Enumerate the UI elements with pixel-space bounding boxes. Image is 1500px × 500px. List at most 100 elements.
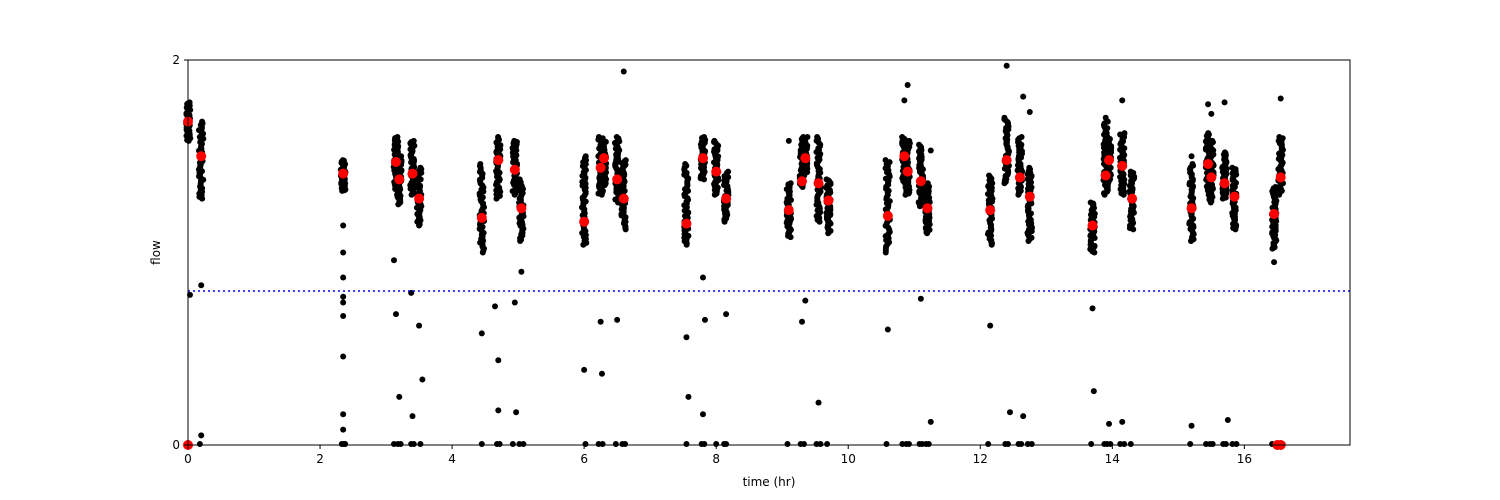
raw-point [899, 134, 906, 140]
zero-point [1209, 441, 1216, 448]
mean-marker [711, 166, 722, 177]
zero-point [622, 441, 629, 448]
outlier-point [495, 407, 502, 414]
zero-point [817, 441, 824, 448]
outlier-point [904, 82, 911, 89]
mean-marker [476, 212, 487, 223]
raw-point [1104, 134, 1111, 140]
cluster [407, 137, 418, 198]
x-axis-label: time (hr) [743, 475, 796, 489]
mean-marker [338, 168, 349, 179]
raw-point [787, 180, 794, 187]
mean-marker [1014, 172, 1025, 183]
outlier-point [198, 282, 205, 289]
outlier-point [409, 413, 416, 420]
outlier-point [701, 316, 708, 323]
x-tick-label: 8 [712, 452, 720, 466]
zero-point [509, 441, 516, 448]
raw-point [410, 137, 417, 144]
zero-point [612, 441, 619, 448]
raw-point [682, 160, 689, 167]
mean-marker [1024, 191, 1035, 202]
outlier-point [1090, 388, 1097, 395]
x-tick-label: 16 [1237, 452, 1252, 466]
outlier-point [1224, 416, 1231, 423]
outlier-point [1205, 101, 1212, 108]
raw-point [394, 134, 401, 140]
outlier-point [396, 393, 403, 400]
outlier-point [884, 326, 891, 333]
outlier-point [1271, 259, 1278, 266]
cluster [984, 172, 996, 248]
raw-point [701, 134, 708, 140]
mean-marker [1087, 220, 1098, 231]
raw-point [1001, 114, 1008, 121]
zero-point [1233, 441, 1240, 448]
outlier-point [492, 303, 499, 310]
outlier-point [901, 97, 908, 104]
zero-point [1121, 441, 1128, 448]
outlier-point [685, 393, 692, 400]
outlier-point [597, 318, 604, 325]
mean-marker [882, 210, 893, 221]
outlier-point [1188, 422, 1195, 429]
raw-point [495, 134, 502, 140]
zero-point [582, 441, 589, 448]
x-tick-label: 4 [448, 452, 456, 466]
mean-marker [1229, 191, 1240, 202]
mean-marker [697, 153, 708, 164]
raw-point [582, 153, 589, 160]
zero-point [883, 441, 890, 448]
outlier-point [802, 297, 809, 304]
zero-point [1187, 441, 1194, 448]
mean-marker [1269, 209, 1280, 219]
mean-marker [390, 157, 401, 168]
raw-point [477, 160, 484, 167]
mean-marker [721, 193, 732, 204]
plot-area [183, 62, 1350, 450]
raw-point [725, 168, 732, 175]
raw-point [1121, 130, 1128, 137]
raw-point [417, 164, 424, 171]
mean-marker [915, 176, 926, 187]
axis-ticks: 0 2 4 6 8 10 12 14 16 0 2 [172, 53, 1252, 466]
outlier-point [1119, 418, 1126, 425]
cluster [915, 141, 927, 210]
zero-point [410, 441, 417, 448]
outlier-point [699, 274, 706, 281]
raw-point [622, 157, 629, 164]
raw-point [882, 157, 889, 164]
outlier-point [340, 426, 347, 433]
outlier-point [1208, 110, 1215, 117]
zero-point [1018, 441, 1025, 448]
raw-point [1127, 168, 1134, 175]
mean-marker [1275, 172, 1286, 183]
outlier-point [340, 249, 347, 256]
zero-point [1222, 441, 1229, 448]
outlier-point [416, 322, 423, 329]
outlier-point [518, 268, 525, 275]
raw-point [1209, 137, 1216, 144]
zero-point [1127, 441, 1134, 448]
outlier-point [1106, 420, 1113, 427]
cluster [681, 160, 692, 248]
zero-point [824, 441, 831, 448]
raw-point [1221, 149, 1228, 156]
raw-point [916, 141, 923, 148]
outlier-point [419, 376, 426, 383]
zero-point [925, 441, 932, 448]
mean-marker [902, 166, 913, 177]
raw-point [823, 176, 830, 183]
zero-point [342, 441, 349, 448]
mean-marker [985, 205, 996, 216]
outlier-point [340, 313, 347, 320]
mean-marker [1104, 155, 1115, 166]
cluster [1024, 164, 1036, 244]
outlier-point [478, 330, 485, 337]
raw-point [986, 172, 993, 179]
zero-point [683, 441, 690, 448]
outlier-point [1006, 409, 1013, 416]
outlier-point [340, 293, 347, 300]
